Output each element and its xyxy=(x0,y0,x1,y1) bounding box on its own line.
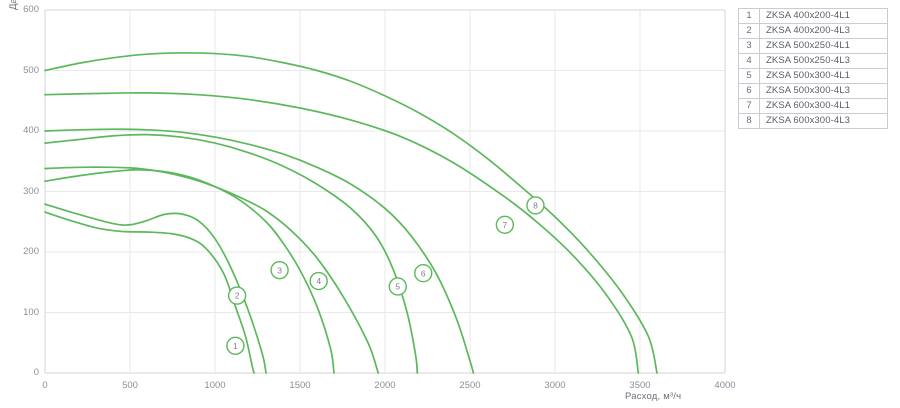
series-markers: 1 2 3 4 5 6 7 8 xyxy=(226,196,545,355)
svg-text:3: 3 xyxy=(277,265,282,275)
y-tick-label: 100 xyxy=(23,306,39,318)
curve-marker-1: 1 xyxy=(226,336,245,355)
y-tick-label: 300 xyxy=(23,185,39,197)
x-tick-label: 1000 xyxy=(204,380,226,391)
svg-text:5: 5 xyxy=(395,282,400,292)
legend-row: 8 ZKSA 600x300-4L3 xyxy=(738,113,888,129)
legend-row-number: 7 xyxy=(738,98,760,114)
curve-1 xyxy=(44,211,255,374)
legend-row: 1 ZKSA 400x200-4L1 xyxy=(738,8,888,24)
svg-text:7: 7 xyxy=(502,220,507,230)
y-tick-label: 500 xyxy=(23,64,39,76)
legend-row: 5 ZKSA 500x300-4L1 xyxy=(738,68,888,84)
curve-4 xyxy=(44,166,380,374)
legend-row-model: ZKSA 400x200-4L1 xyxy=(759,8,888,24)
legend-row-model: ZKSA 600x300-4L3 xyxy=(759,113,888,129)
curve-2 xyxy=(44,203,267,374)
curve-5 xyxy=(44,133,419,374)
curve-marker-7: 7 xyxy=(495,215,515,234)
curve-marker-3: 3 xyxy=(270,260,289,280)
legend-row: 6 ZKSA 500x300-4L3 xyxy=(738,83,888,99)
legend-row-model: ZKSA 500x300-4L1 xyxy=(759,68,888,84)
curve-8 xyxy=(44,52,658,374)
legend-row-model: ZKSA 600x300-4L1 xyxy=(759,98,888,114)
legend-row-number: 4 xyxy=(738,53,760,69)
x-axis-title: Расход, м³/ч xyxy=(625,391,682,402)
legend-row-model: ZKSA 500x250-4L3 xyxy=(759,53,888,69)
legend-row: 3 ZKSA 500x250-4L1 xyxy=(738,38,888,54)
y-tick-label: 0 xyxy=(33,367,39,378)
legend-row-number: 5 xyxy=(738,68,760,84)
y-tick-label: 200 xyxy=(23,246,39,257)
legend-row: 7 ZKSA 600x300-4L1 xyxy=(738,98,888,114)
y-tick-label: 600 xyxy=(23,4,39,15)
legend-row-number: 1 xyxy=(738,8,760,24)
x-tick-label: 1500 xyxy=(289,380,311,391)
curve-6 xyxy=(44,128,475,374)
chart-svg: 1 2 3 4 5 6 7 8 xyxy=(44,9,726,374)
legend-row-number: 3 xyxy=(738,38,760,54)
x-tick-label: 3000 xyxy=(544,380,566,391)
curve-marker-2: 2 xyxy=(227,286,247,305)
legend-row-model: ZKSA 500x250-4L1 xyxy=(759,38,888,54)
x-tick-label: 2500 xyxy=(459,380,481,391)
legend-row-number: 2 xyxy=(738,23,760,39)
x-tick-label: 4000 xyxy=(714,380,736,391)
legend-row: 2 ZKSA 400x200-4L3 xyxy=(738,23,888,39)
svg-text:8: 8 xyxy=(533,201,538,211)
y-tick-label: 400 xyxy=(23,125,39,136)
x-tick-label: 0 xyxy=(42,380,48,391)
svg-text:6: 6 xyxy=(421,268,426,278)
legend-row-number: 6 xyxy=(738,83,760,99)
svg-text:2: 2 xyxy=(235,291,240,301)
curve-marker-4: 4 xyxy=(309,271,328,291)
curve-marker-8: 8 xyxy=(526,196,545,215)
curve-marker-5: 5 xyxy=(388,277,407,296)
svg-text:4: 4 xyxy=(316,276,321,286)
legend-row: 4 ZKSA 500x250-4L3 xyxy=(738,53,888,69)
x-tick-label: 500 xyxy=(122,380,138,391)
curve-3 xyxy=(44,168,335,374)
x-tick-label: 3500 xyxy=(629,380,651,391)
legend-row-number: 8 xyxy=(738,113,760,129)
curve-7 xyxy=(44,91,640,374)
legend-row-model: ZKSA 400x200-4L3 xyxy=(759,23,888,39)
series-curves xyxy=(44,52,658,374)
curve-marker-6: 6 xyxy=(414,263,433,283)
legend-row-model: ZKSA 500x300-4L3 xyxy=(759,83,888,99)
x-tick-label: 2000 xyxy=(374,380,396,391)
legend-table: 1 ZKSA 400x200-4L1 2 ZKSA 400x200-4L3 3 ZKSA … xyxy=(738,8,888,129)
svg-text:1: 1 xyxy=(233,341,238,351)
